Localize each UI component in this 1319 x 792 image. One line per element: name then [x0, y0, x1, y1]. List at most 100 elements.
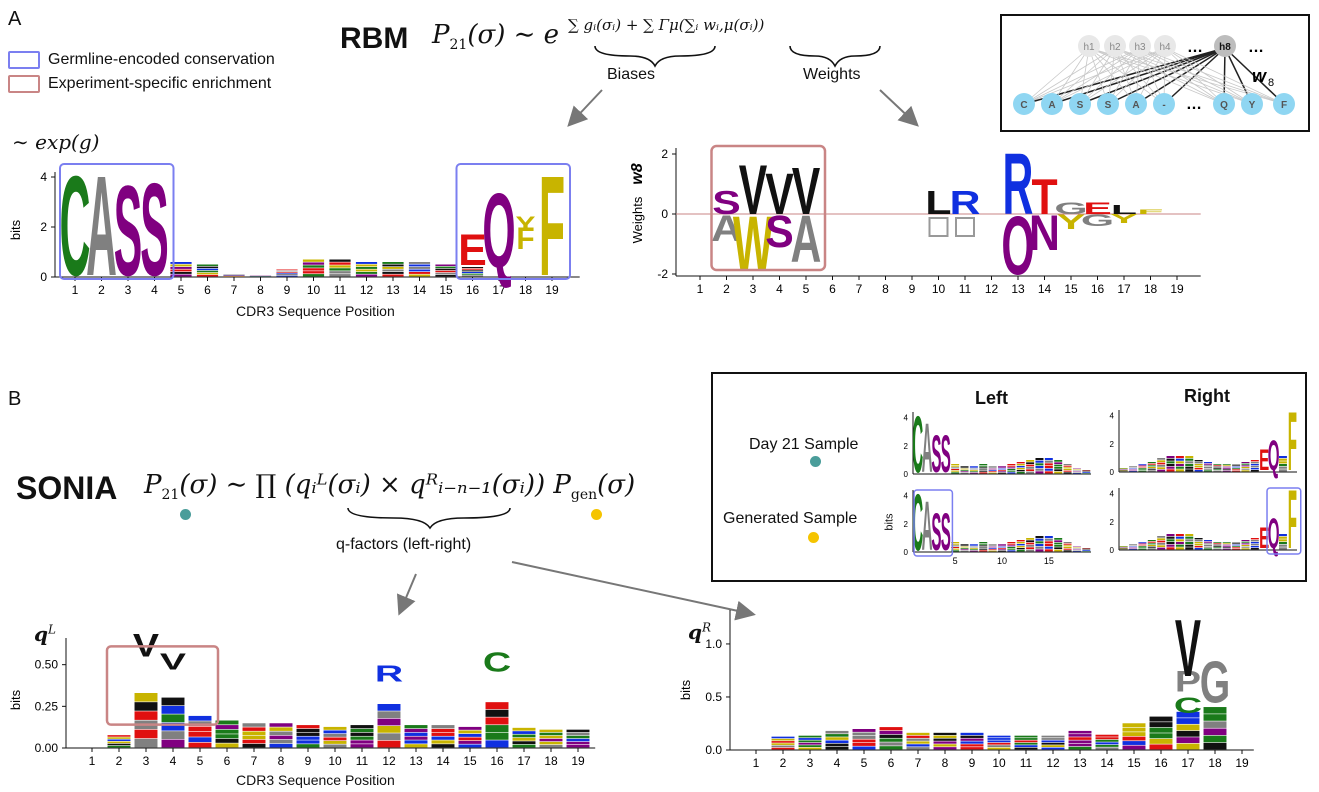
inset-noise	[1063, 545, 1072, 547]
ql-label: qL	[34, 622, 56, 646]
inset-noise	[1194, 540, 1203, 542]
inset-noise	[1204, 548, 1212, 550]
qr-noise	[852, 732, 876, 736]
ql-noise	[323, 730, 347, 734]
inset-noise	[988, 472, 997, 474]
y-tick-label: 1.0	[705, 637, 722, 651]
y-tick-label: 2	[40, 220, 47, 234]
visible-unit	[1013, 93, 1035, 115]
bias-noise	[276, 272, 298, 273]
ql-noise	[215, 738, 239, 743]
inset-noise	[1250, 542, 1259, 544]
x-tick-label: 4	[834, 756, 841, 770]
inset-noise	[1054, 538, 1063, 540]
qr-noise	[798, 747, 822, 750]
qr-noise	[771, 743, 795, 745]
inset-noise	[1213, 542, 1222, 543]
qr-noise	[825, 730, 849, 734]
ql-noise	[215, 720, 239, 725]
inset-noise	[998, 545, 1006, 547]
inset-noise	[1138, 469, 1147, 471]
inset-noise	[1175, 461, 1184, 464]
bias-noise	[170, 264, 192, 267]
inset-letter: F	[1288, 473, 1297, 566]
legend-label: Experiment-specific enrichment	[48, 75, 272, 92]
bias-noise	[196, 264, 219, 266]
inset-letter: E	[1259, 443, 1269, 477]
inset-noise	[1241, 465, 1250, 467]
generated-dot	[591, 509, 602, 520]
inset-noise	[1138, 544, 1147, 546]
qr-noise	[987, 742, 1011, 745]
qr-noise	[852, 743, 876, 746]
inset-noise	[1185, 458, 1194, 461]
generated-label: Generated Sample	[723, 510, 858, 527]
qr-noise	[1149, 744, 1173, 750]
ql-noise	[215, 743, 239, 748]
qr-noise	[1014, 738, 1038, 740]
inset-noise	[1185, 469, 1194, 472]
ql-noise	[485, 740, 509, 748]
inset-noise	[979, 465, 988, 467]
weight-letter: R	[1003, 140, 1034, 233]
inset-noise	[1026, 471, 1035, 474]
x-tick-label: 18	[1144, 282, 1158, 296]
ql-noise	[269, 731, 293, 736]
inset-noise	[1213, 544, 1222, 546]
visible-unit-label: Y	[1249, 100, 1256, 111]
ql-noise	[269, 735, 293, 740]
qr-noise	[1176, 711, 1200, 718]
inset-noise	[1194, 542, 1203, 544]
qr-noise	[1095, 747, 1119, 750]
inset-noise	[1166, 458, 1175, 461]
arrow-to-weights	[879, 89, 919, 127]
inset-noise	[1241, 543, 1250, 545]
connection-line	[1051, 47, 1116, 105]
inset-noise	[1147, 548, 1156, 550]
qr-noise	[852, 729, 876, 732]
inset-noise	[1185, 466, 1194, 469]
qr-noise	[1041, 735, 1065, 738]
inset-noise	[1175, 458, 1184, 461]
qr-noise	[1176, 730, 1200, 737]
inset-noise	[1138, 546, 1147, 547]
qr-noise	[879, 738, 903, 742]
ql-noise	[107, 741, 131, 744]
ql-noise	[134, 702, 158, 711]
qr-noise	[960, 735, 984, 738]
y-tick-label: 0.0	[705, 743, 722, 757]
inset-noise	[1035, 546, 1044, 549]
x-tick-label: 9	[284, 283, 291, 297]
bias-noise	[302, 274, 325, 277]
inset-noise	[1250, 544, 1259, 546]
inset-noise	[1250, 546, 1259, 548]
inset-noise	[1166, 466, 1175, 469]
inset-noise	[998, 468, 1006, 470]
qr-noise	[798, 735, 822, 738]
qr-letter: V	[1175, 603, 1201, 693]
y-tick-label: 0.00	[35, 741, 59, 755]
x-tick-label: 11	[959, 282, 972, 296]
ql-noise	[350, 728, 374, 733]
inset-noise	[1016, 540, 1025, 542]
inset-noise	[1166, 469, 1175, 472]
ellipsis: …	[1187, 39, 1203, 56]
x-tick-label: 15	[439, 283, 453, 297]
ql-letter: C	[483, 647, 511, 678]
bias-noise	[355, 274, 378, 277]
ql-noise	[188, 726, 212, 732]
day21-label: Day 21 Sample	[749, 436, 859, 453]
ql-noise	[242, 731, 266, 736]
inset-y-tick: 2	[904, 442, 909, 451]
inset-noise	[1054, 469, 1063, 472]
bias-noise	[302, 271, 325, 274]
inset-noise	[1194, 466, 1203, 468]
weight-letter: Y	[1110, 212, 1139, 226]
inset-noise	[1194, 538, 1203, 540]
ql-noise	[404, 744, 428, 748]
qr-noise	[906, 744, 930, 747]
inset-noise	[1222, 544, 1231, 546]
hidden-unit-label: h2	[1109, 42, 1121, 53]
